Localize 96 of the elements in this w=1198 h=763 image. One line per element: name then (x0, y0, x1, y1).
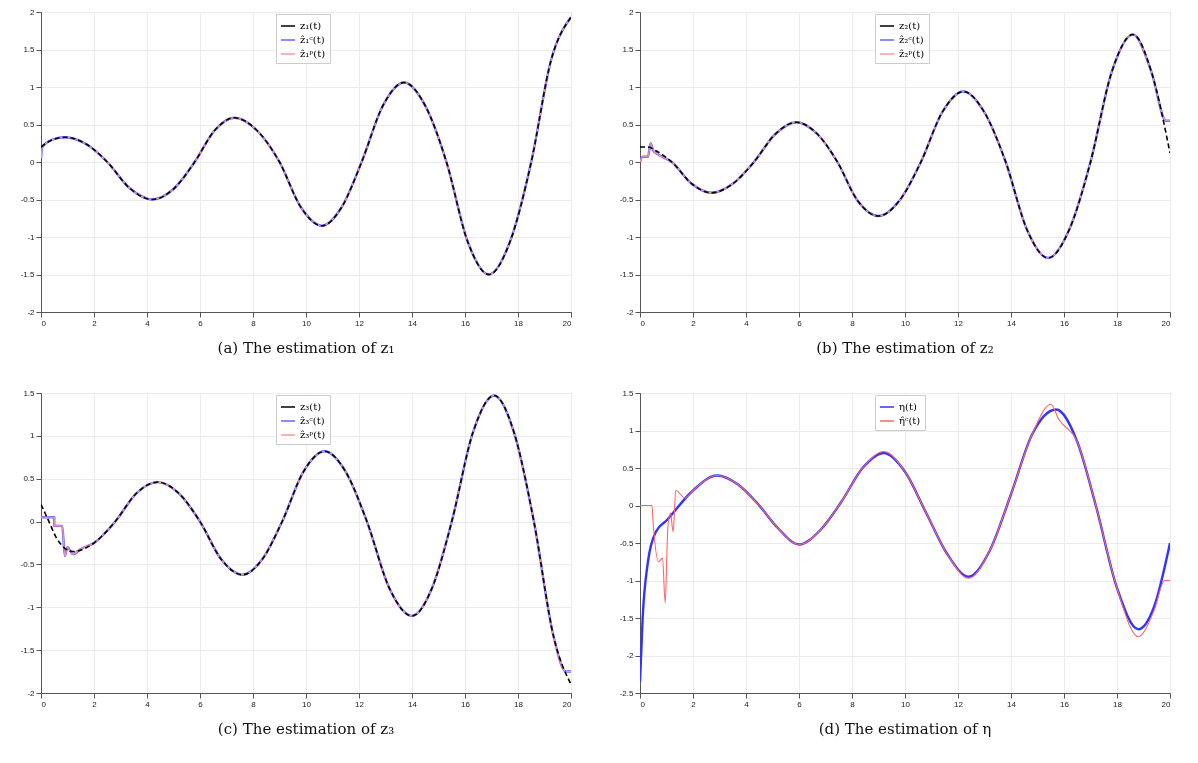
y-tick-label: -1 (626, 232, 635, 242)
x-tick-label: 6 (797, 699, 803, 709)
x-tick-label: 14 (1007, 699, 1017, 709)
y-tick-label: 1.5 (622, 45, 635, 54)
line-series (640, 403, 1170, 638)
x-tick-label: 8 (850, 318, 856, 328)
text: (d) The estimation of η (818, 720, 992, 738)
text: (c) The estimation of z₃ (217, 720, 395, 738)
x-tick-label: 20 (562, 318, 573, 328)
x-tick-label: 0 (41, 318, 47, 328)
x-tick-label: 18 (1113, 318, 1123, 328)
y-tick-label: 1.5 (622, 388, 635, 398)
y-tick-label: 0 (629, 157, 635, 167)
x-tick-label: 4 (145, 318, 151, 328)
y-tick-label: -2 (626, 307, 635, 317)
y-tick-label: 1.5 (23, 388, 36, 398)
x-tick-label: 14 (408, 318, 418, 328)
x-tick-label: 18 (1113, 699, 1123, 709)
x-tick-label: 14 (1007, 318, 1017, 328)
legend-label: z₂(t) (899, 20, 921, 31)
x-tick-label: 12 (954, 318, 964, 328)
y-tick-label: -1.5 (20, 645, 36, 655)
x-tick-label: 4 (744, 699, 750, 709)
legend-label: ẑ₁ᵖ(t) (300, 48, 326, 59)
y-tick-label: -1 (626, 576, 635, 585)
y-tick-label: -1 (27, 602, 36, 612)
x-tick-label: 4 (744, 318, 750, 328)
x-tick-label: 16 (1060, 699, 1070, 709)
x-tick-label: 10 (901, 699, 911, 709)
y-tick-label: 0.5 (23, 474, 36, 484)
x-tick-label: 12 (954, 699, 964, 709)
legend-label: η(t) (899, 401, 917, 412)
y-tick-label: -0.5 (619, 195, 635, 204)
y-tick-label: 1 (629, 82, 635, 92)
x-tick-label: 16 (1060, 318, 1070, 328)
text: (b) The estimation of z₂ (816, 339, 994, 357)
legend-label: z₃(t) (300, 401, 322, 412)
x-tick-label: 6 (198, 318, 204, 328)
y-tick-label: 1 (30, 431, 36, 441)
x-tick-label: 2 (92, 699, 98, 709)
y-tick-label: 0.5 (23, 120, 36, 129)
x-tick-label: 2 (92, 318, 98, 328)
x-tick-label: 2 (691, 699, 697, 709)
x-tick-label: 0 (640, 318, 646, 328)
y-tick-label: -0.5 (619, 538, 635, 548)
y-tick-label: 1.5 (23, 45, 36, 54)
y-tick-label: 0 (30, 517, 36, 527)
y-tick-label: -2 (626, 651, 635, 660)
x-tick-label: 10 (901, 318, 911, 328)
y-tick-label: -1.5 (20, 270, 36, 279)
y-tick-label: -0.5 (20, 559, 36, 569)
y-tick-label: 0.5 (622, 120, 635, 129)
x-tick-label: 10 (302, 318, 312, 328)
y-tick-label: 1 (30, 82, 36, 92)
x-tick-label: 8 (251, 318, 257, 328)
line-series (41, 16, 571, 276)
x-tick-label: 0 (640, 699, 646, 709)
y-tick-label: 2 (629, 7, 635, 17)
x-tick-label: 6 (797, 318, 803, 328)
x-tick-label: 20 (1161, 699, 1172, 709)
x-tick-label: 8 (850, 699, 856, 709)
legend-label: ẑ₂ᵖ(t) (899, 48, 925, 59)
x-tick-label: 20 (562, 699, 573, 709)
x-tick-label: 6 (198, 699, 204, 709)
legend-label: ẑ₃ᶜ(t) (300, 415, 325, 426)
legend-label: ẑ₁ᶜ(t) (300, 34, 325, 45)
y-tick-label: -0.5 (20, 195, 36, 204)
legend-label: ẑ₃ᵖ(t) (300, 429, 326, 440)
x-tick-label: 16 (461, 318, 471, 328)
x-tick-label: 14 (408, 699, 418, 709)
y-tick-label: -1.5 (619, 613, 635, 623)
x-tick-label: 10 (302, 699, 312, 709)
y-tick-label: 0 (629, 501, 635, 510)
x-tick-label: 8 (251, 699, 257, 709)
x-tick-label: 4 (145, 699, 151, 709)
y-tick-label: 0.5 (622, 463, 635, 473)
x-tick-label: 18 (514, 318, 524, 328)
y-tick-label: -2.5 (619, 688, 635, 698)
y-tick-label: -2 (27, 307, 36, 317)
x-tick-label: 20 (1161, 318, 1172, 328)
x-tick-label: 0 (41, 699, 47, 709)
y-tick-label: 1 (629, 426, 635, 435)
legend-label: ẑ₂ᶜ(t) (899, 34, 924, 45)
y-tick-label: 0 (30, 157, 36, 167)
text: (a) The estimation of z₁ (217, 339, 395, 357)
y-tick-label: -1 (27, 232, 36, 242)
legend-label: z₁(t) (300, 20, 322, 31)
x-tick-label: 2 (691, 318, 697, 328)
y-tick-label: 2 (30, 7, 36, 17)
x-tick-label: 12 (355, 699, 365, 709)
x-tick-label: 16 (461, 699, 471, 709)
legend-label: η̂ᶜ(t) (899, 415, 921, 426)
x-tick-label: 12 (355, 318, 365, 328)
y-tick-label: -1.5 (619, 270, 635, 279)
x-tick-label: 18 (514, 699, 524, 709)
y-tick-label: -2 (27, 688, 36, 698)
